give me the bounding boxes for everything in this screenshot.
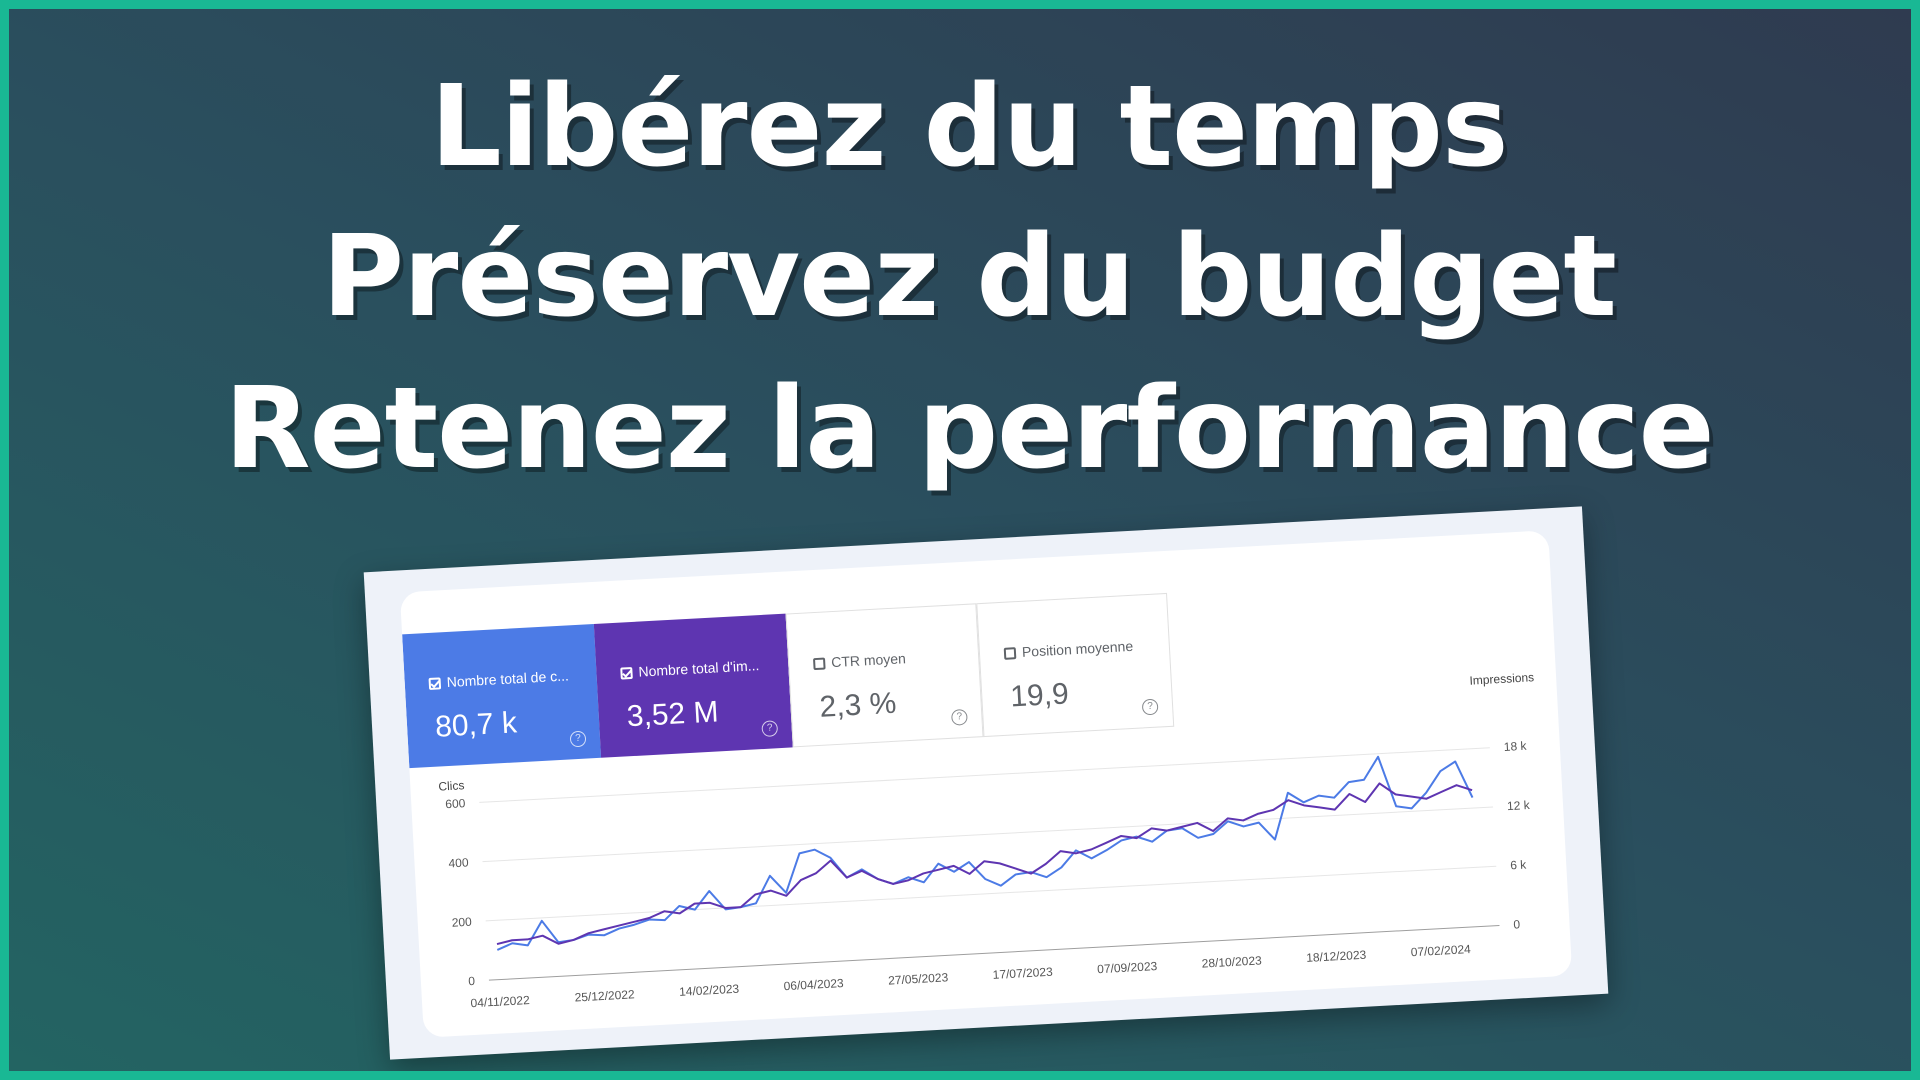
x-tick-label: 17/07/2023 (992, 965, 1053, 982)
x-tick-label: 27/05/2023 (888, 970, 949, 987)
series-line-impressions (496, 782, 1473, 946)
performance-chart: 0 0 200 6 k 400 12 k 600 18 k Clics Impressions 04… (438, 670, 1534, 1010)
x-tick-label: 07/02/2024 (1410, 942, 1471, 959)
right-tick-label: 6 k (1510, 858, 1528, 873)
headline-line-2: Préservez du budget (322, 212, 1617, 342)
x-tick-label: 04/11/2022 (470, 993, 530, 1010)
right-tick-label: 12 k (1507, 798, 1531, 813)
left-tick-label: 400 (448, 855, 469, 870)
search-console-screenshot: Nombre total de c... 80,7 k ? Nombre tot… (363, 506, 1609, 1060)
x-tick-label: 14/02/2023 (679, 982, 740, 999)
left-tick-label: 0 (468, 974, 476, 988)
right-tick-label: 18 k (1503, 739, 1527, 754)
x-tick-label: 25/12/2022 (574, 987, 635, 1004)
right-tick-label: 0 (1513, 917, 1521, 931)
x-tick-label: 07/09/2023 (1097, 959, 1158, 976)
headline-line-3: Retenez la performance (224, 364, 1714, 494)
left-tick-label: 600 (445, 796, 466, 811)
gridline (482, 806, 1494, 863)
gridline (479, 747, 1490, 803)
series-line-clics (496, 755, 1474, 951)
gridline (488, 924, 1500, 981)
x-tick-label: 28/10/2023 (1201, 953, 1262, 970)
performance-card: Nombre total de c... 80,7 k ? Nombre tot… (399, 530, 1573, 1038)
left-tick-label: 200 (451, 915, 472, 930)
gridline (485, 865, 1497, 922)
x-tick-label: 18/12/2023 (1306, 948, 1367, 965)
x-tick-label: 06/04/2023 (783, 976, 844, 993)
left-axis-label: Clics (438, 778, 465, 793)
right-axis-label: Impressions (1469, 670, 1534, 687)
headline-line-1: Libérez du temps (430, 62, 1508, 192)
